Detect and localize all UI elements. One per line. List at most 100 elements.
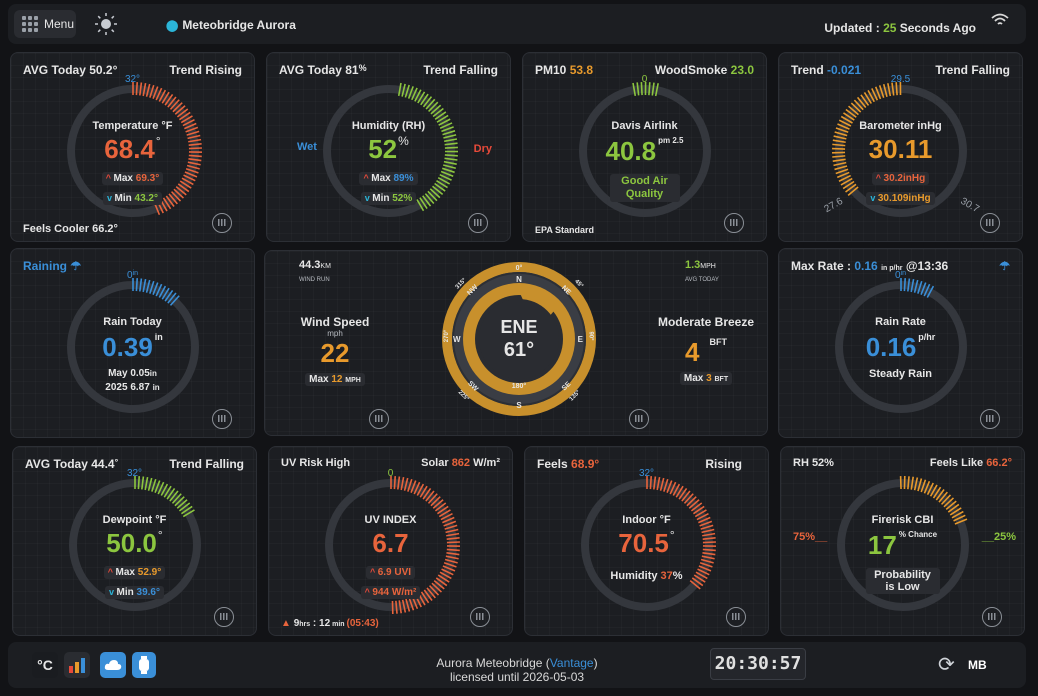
gauge-tick [701, 555, 715, 560]
gauge-tick [158, 285, 166, 298]
gauge-tick [445, 551, 459, 556]
firerisk-gauge: Firerisk CBI 17% Chance Probability is L… [828, 470, 978, 620]
refresh-icon[interactable]: ⟳ [938, 654, 955, 676]
chart-icon[interactable] [982, 607, 1002, 627]
indoor-arc [580, 475, 716, 611]
barometer-card[interactable]: Trend -0.021 Trend Falling 29.5 27.6 30.… [778, 52, 1023, 242]
station-name[interactable]: ⬤ Meteobridge Aurora [166, 18, 296, 32]
gauge-tick [690, 502, 702, 512]
chart-icon[interactable] [980, 409, 1000, 429]
theme-toggle-icon[interactable] [94, 12, 118, 36]
chart-icon[interactable] [724, 213, 744, 233]
firerisk-unit: % Chance [898, 529, 938, 539]
gauge-tick [432, 107, 444, 117]
gauge-tick [647, 81, 651, 95]
gauge-tick [672, 483, 680, 496]
rain-today-scale-unit: in [132, 269, 138, 277]
gauge-tick [412, 481, 420, 495]
gauge-tick [143, 476, 148, 490]
chart-icon[interactable] [369, 409, 389, 429]
rain-rate-max-value: 0.16 [854, 259, 878, 273]
gauge-tick [926, 482, 934, 495]
footer-license: Aurora Meteobridge (Vantage) licensed un… [8, 656, 1026, 684]
gauge-tick [426, 190, 438, 201]
gauge-tick [442, 133, 456, 139]
watch-icon[interactable] [132, 652, 156, 678]
daylight-hours-unit: hrs [299, 621, 311, 628]
chart-icon[interactable] [629, 409, 649, 429]
menu-button[interactable]: Menu [14, 10, 76, 38]
footer-bar: °C Aurora Meteobridge (Vantage) licensed… [8, 642, 1026, 688]
wind-max-label: Max [309, 374, 329, 385]
temperature-card[interactable]: AVG Today 50.2° Trend Rising 32° Tempera… [10, 52, 255, 242]
gauge-tick [954, 518, 967, 525]
chart-icon[interactable] [470, 607, 490, 627]
daylight-sep: : [310, 618, 320, 629]
dewpoint-card[interactable]: AVG Today 44.4° Trend Falling 32° Dewpoi… [12, 446, 257, 636]
compass-nw: NW [466, 283, 480, 298]
humidity-gauge: Humidity (RH) 52% ^ Max 89% v Min 52% [314, 76, 464, 226]
vantage-link[interactable]: Vantage [549, 656, 594, 670]
gauge-tick [926, 285, 934, 298]
gauge-tick [181, 177, 194, 185]
temperature-min: v Min 43.2° [103, 191, 162, 205]
firerisk-card[interactable]: RH 52% Feels Like 66.2° 75%__ __25% Fire… [780, 446, 1025, 636]
gauge-tick [659, 477, 664, 491]
wind-avg-label: AVG TODAY [685, 277, 719, 283]
mb-logo[interactable]: MB [968, 658, 987, 672]
gauge-tick [882, 83, 888, 97]
chart-icon[interactable] [726, 607, 746, 627]
gauge-tick [886, 82, 891, 96]
chart-icon[interactable] [212, 213, 232, 233]
dewpoint-scale-min: 32° [126, 467, 143, 479]
gauge-tick [445, 532, 459, 537]
dewpoint-avg: AVG Today 44.4° [25, 457, 118, 471]
gauge-tick [153, 480, 160, 493]
dewpoint-unit: ° [157, 527, 163, 542]
barometer-arc [831, 81, 967, 217]
gauge-tick [444, 528, 458, 533]
gauge-tick [397, 600, 402, 614]
bar-chart-icon[interactable] [64, 652, 90, 678]
gauge-tick [406, 478, 413, 492]
wind-card[interactable]: 44.3KM WIND RUN 1.3MPH AVG TODAY Wind Sp… [264, 250, 768, 436]
gauge-tick [161, 91, 170, 104]
cloud-icon[interactable] [100, 652, 126, 678]
rain-rate-card[interactable]: Max Rate : 0.16 in p/hr @13:36 ☂ 0in Rai… [778, 248, 1023, 438]
humidity-avg: AVG Today 81% [279, 63, 367, 77]
gauge-tick [165, 487, 175, 500]
indoor-card[interactable]: Feels 68.9° Rising 32° Indoor °F 70.5° H… [524, 446, 769, 636]
uv-card[interactable]: UV Risk High Solar 862 W/m² 0 UV INDEX 6… [268, 446, 513, 636]
gauge-tick [702, 540, 716, 544]
updated-value: 25 [883, 21, 897, 35]
airlink-card[interactable]: PM10 53.8 WoodSmoke 23.0 0 Davis Airlink… [522, 52, 767, 242]
dewpoint-min-label: Min [116, 586, 134, 598]
chart-icon[interactable] [980, 213, 1000, 233]
wind-run-label: WIND RUN [299, 277, 330, 283]
woodsmoke-label: WoodSmoke [654, 63, 728, 77]
gauge-tick [182, 174, 196, 182]
chart-icon[interactable] [468, 213, 488, 233]
humidity-card[interactable]: AVG Today 81% Trend Falling Wet Dry Humi… [266, 52, 511, 242]
gauge-tick [419, 93, 429, 106]
gauge-tick [168, 490, 179, 502]
gauge-tick [187, 138, 201, 143]
gauge-tick [836, 123, 850, 130]
rain-today-card[interactable]: Raining ☂ 0in Rain Today 0.39 in May 0.05… [10, 248, 255, 438]
chart-icon[interactable] [212, 409, 232, 429]
temperature-max-value: 69.3° [135, 172, 160, 184]
chart-icon[interactable] [214, 607, 234, 627]
celsius-button[interactable]: °C [32, 652, 58, 678]
gauge-tick [421, 194, 431, 207]
rain-today-gauge: 0in Rain Today 0.39 in May 0.05in 2025 6.… [58, 269, 208, 422]
gauge-tick [844, 108, 857, 118]
firerisk-left: 75%__ [793, 531, 828, 543]
grid-icon [22, 16, 38, 32]
dewpoint-max-label: Max [115, 566, 135, 578]
gauge-tick [187, 161, 201, 166]
gauge-tick [162, 197, 171, 210]
wind-avg-value: 1.3 [685, 259, 701, 271]
humidity-unit: % [398, 133, 409, 148]
gauge-tick [446, 540, 460, 544]
gauge-tick [847, 186, 859, 196]
